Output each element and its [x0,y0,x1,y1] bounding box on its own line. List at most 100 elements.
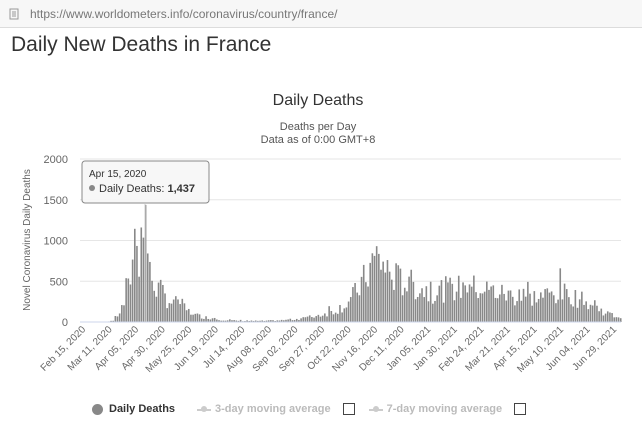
bar[interactable] [140,227,143,322]
bar[interactable] [468,284,471,322]
bar[interactable] [306,316,309,322]
bar[interactable] [162,284,164,322]
bar[interactable] [578,299,581,322]
bar[interactable] [252,320,255,322]
bar[interactable] [164,293,166,322]
bar[interactable] [444,276,447,322]
bar[interactable] [548,292,551,322]
bar[interactable] [224,320,227,322]
bar[interactable] [529,293,531,322]
bar[interactable] [362,264,365,322]
bar[interactable] [187,308,190,322]
bar[interactable] [200,318,203,322]
bar[interactable] [464,285,467,322]
page-info-icon[interactable] [8,7,20,25]
bar[interactable] [270,320,272,322]
bar[interactable] [473,275,475,322]
bar[interactable] [581,291,583,322]
bar[interactable] [324,313,326,322]
bar[interactable] [142,237,145,322]
bar[interactable] [414,299,417,322]
bar[interactable] [460,297,462,322]
bar[interactable] [192,314,194,322]
bar[interactable] [570,304,572,322]
bar[interactable] [371,253,374,322]
bar[interactable] [235,320,238,322]
bar[interactable] [352,287,354,322]
bar[interactable] [125,278,127,322]
bar[interactable] [619,318,622,322]
bar[interactable] [475,292,477,322]
bar[interactable] [144,204,147,322]
bar[interactable] [540,292,542,322]
bar[interactable] [328,306,330,322]
bar[interactable] [216,319,218,322]
bar[interactable] [373,255,376,322]
bar[interactable] [492,285,495,322]
bar[interactable] [369,262,371,322]
bar[interactable] [367,286,369,322]
bar[interactable] [568,297,570,322]
bar[interactable] [453,300,456,322]
bar[interactable] [384,272,387,322]
bar[interactable] [207,318,210,322]
bar[interactable] [170,303,173,322]
bar[interactable] [466,292,469,322]
bar[interactable] [434,300,436,322]
bar[interactable] [507,290,510,322]
bar[interactable] [354,282,356,322]
bar[interactable] [289,318,292,322]
bar[interactable] [278,320,281,322]
bar[interactable] [112,320,114,322]
bar[interactable] [237,320,240,322]
bar[interactable] [358,295,361,322]
bar[interactable] [594,300,596,322]
bar[interactable] [488,289,490,322]
bar[interactable] [447,282,449,322]
bar[interactable] [438,285,441,322]
bar[interactable] [131,259,134,322]
bar[interactable] [544,289,546,322]
bar[interactable] [591,305,594,322]
bar[interactable] [321,315,324,322]
bar[interactable] [401,295,404,322]
bar[interactable] [345,307,348,322]
bar[interactable] [283,320,285,322]
bar[interactable] [606,311,609,322]
bar[interactable] [118,313,121,322]
legend-item-3-day-average[interactable]: 3-day moving average [215,403,331,415]
bar[interactable] [226,320,229,322]
bar[interactable] [451,283,454,322]
bar[interactable] [239,319,242,322]
bar[interactable] [455,291,458,322]
bar[interactable] [552,295,555,322]
bar[interactable] [149,261,151,322]
bar[interactable] [425,286,428,322]
bar[interactable] [442,302,445,322]
bar[interactable] [205,316,207,322]
bar[interactable] [231,320,233,322]
bar[interactable] [185,310,188,322]
bar[interactable] [295,318,298,322]
bar[interactable] [503,293,505,322]
bar[interactable] [287,319,289,322]
bar[interactable] [516,301,518,322]
bar[interactable] [514,305,516,322]
bar[interactable] [600,308,603,322]
bar[interactable] [615,317,618,322]
bar[interactable] [133,228,136,322]
bar[interactable] [157,282,160,322]
bar[interactable] [356,292,359,322]
bar[interactable] [537,298,540,322]
bar[interactable] [470,286,473,322]
bar[interactable] [520,300,523,322]
bar[interactable] [410,269,413,322]
bar[interactable] [498,294,501,322]
bar[interactable] [527,281,529,322]
bar[interactable] [254,320,257,323]
bar[interactable] [179,304,181,322]
bar[interactable] [490,286,492,322]
bar[interactable] [403,287,406,322]
bar[interactable] [440,280,443,322]
bar[interactable] [265,320,268,322]
